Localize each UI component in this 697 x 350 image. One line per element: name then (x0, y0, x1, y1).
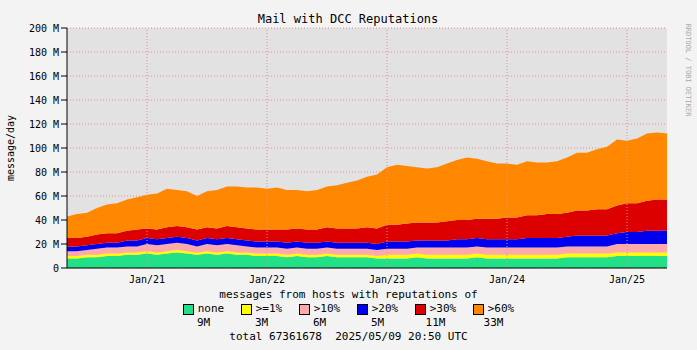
html-text:messages from hosts with reput: messages from hosts with reputations of (219, 288, 478, 301)
svg-text:120 M: 120 M (29, 119, 59, 130)
html-text:>30%: >30% (429, 302, 457, 315)
html-text:9M: 9M (196, 316, 211, 329)
svg-text:Jan/24: Jan/24 (489, 274, 525, 285)
html-text:33M: 33M (483, 316, 504, 329)
svg-text:80 M: 80 M (35, 167, 59, 178)
html-text:>=1%: >=1% (255, 302, 283, 315)
html-text:>20%: >20% (371, 302, 399, 315)
svg-text:60 M: 60 M (35, 191, 59, 202)
svg-text:140 M: 140 M (29, 95, 59, 106)
html-text:6M: 6M (312, 316, 327, 329)
svg-text:180 M: 180 M (29, 47, 59, 58)
html-text:>10%: >10% (313, 302, 341, 315)
svg-text:20 M: 20 M (35, 239, 59, 250)
html-text:11M: 11M (425, 316, 446, 329)
svg-text:message/day: message/day (8, 115, 16, 181)
svg-text:Jan/23: Jan/23 (369, 274, 405, 285)
svg-text:200 M: 200 M (29, 23, 59, 34)
svg-text:Jan/21: Jan/21 (129, 274, 165, 285)
html-text:5M: 5M (370, 316, 385, 329)
html-text:total 67361678 2025/05/09 20:5: total 67361678 2025/05/09 20:50 UTC (229, 330, 468, 343)
html-text:>60%: >60% (487, 302, 515, 315)
svg-text:40 M: 40 M (35, 215, 59, 226)
html-text:3M: 3M (254, 316, 269, 329)
svg-text:Mail with DCC Reputations: Mail with DCC Reputations (258, 12, 439, 26)
svg-text:Jan/22: Jan/22 (249, 274, 285, 285)
svg-text:RRDTOOL / TOBI OETIKER: RRDTOOL / TOBI OETIKER (684, 24, 689, 118)
svg-text:0: 0 (53, 263, 59, 274)
html-text:none: none (197, 302, 225, 315)
svg-text:160 M: 160 M (29, 71, 59, 82)
svg-text:100 M: 100 M (29, 143, 59, 154)
svg-text:Jan/25: Jan/25 (609, 274, 645, 285)
